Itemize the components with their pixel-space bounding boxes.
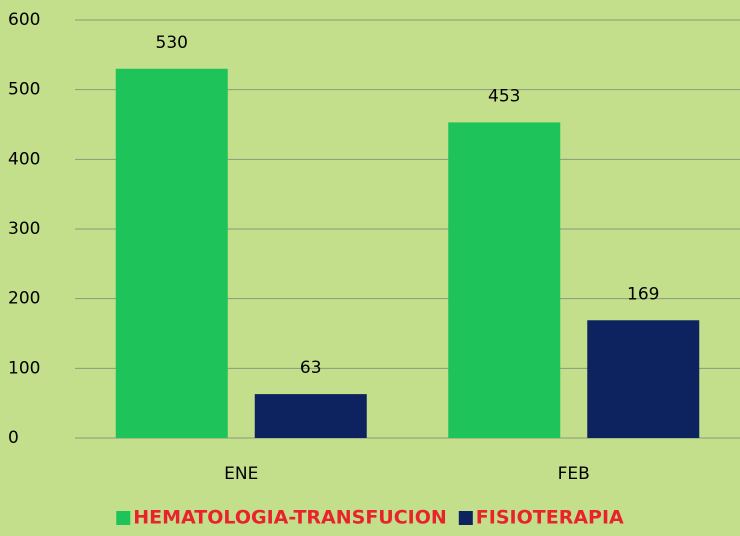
bar — [587, 320, 700, 438]
data-label: 169 — [627, 284, 659, 304]
data-label: 453 — [488, 86, 520, 106]
x-tick-label: FEB — [558, 464, 590, 484]
bar — [254, 394, 367, 438]
bar — [115, 68, 228, 439]
legend-swatch — [116, 511, 131, 525]
legend-text: FISIOTERAPIA — [476, 507, 624, 529]
legend-text: HEMATOLOGIA-TRANSFUCION — [133, 507, 447, 529]
legend-swatch — [458, 511, 473, 525]
y-tick-label: 0 — [8, 428, 19, 448]
y-tick-label: 200 — [8, 289, 40, 309]
x-tick-label: ENE — [224, 464, 258, 484]
data-label: 530 — [156, 33, 188, 53]
y-tick-label: 100 — [8, 358, 40, 378]
y-tick-label: 600 — [8, 10, 40, 30]
bar — [448, 122, 561, 438]
y-tick-label: 500 — [8, 80, 40, 100]
y-tick-label: 400 — [8, 149, 40, 169]
data-label: 63 — [300, 358, 322, 378]
y-tick-label: 300 — [8, 219, 40, 239]
